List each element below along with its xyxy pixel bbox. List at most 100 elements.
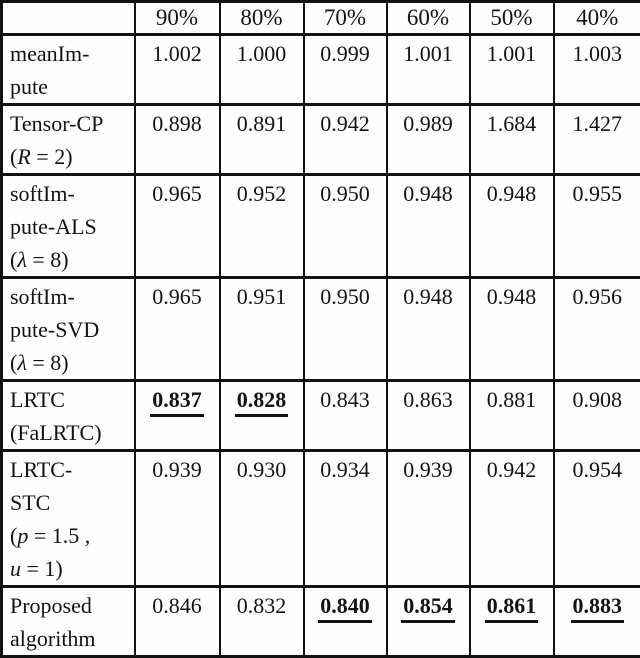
value-cell: 0.840 <box>304 587 387 657</box>
value: 0.965 <box>152 282 202 312</box>
value: 0.843 <box>320 385 370 415</box>
value: 0.950 <box>320 282 370 312</box>
row-label-line: softIm- <box>10 177 132 210</box>
column-header-50: 50% <box>470 2 554 35</box>
row-label-line: (λ = 8) <box>10 346 132 379</box>
value-cell: 0.863 <box>387 381 470 451</box>
value-cell: 0.951 <box>220 278 304 381</box>
value-cell: 0.952 <box>220 175 304 278</box>
header-row: 90% 80% 70% 60% 50% 40% <box>2 2 640 35</box>
value: 0.832 <box>237 591 287 621</box>
value: 0.898 <box>152 109 202 139</box>
value: 0.948 <box>487 282 537 312</box>
value: 0.854 <box>401 593 455 623</box>
row-label-line: Proposed <box>10 589 132 622</box>
table-row-tensor-cp: Tensor-CP (R = 2) 0.898 0.891 0.942 0.98… <box>2 105 640 175</box>
value: 0.942 <box>487 455 537 485</box>
value: 0.881 <box>487 385 537 415</box>
value-cell: 0.934 <box>304 451 387 587</box>
value-cell: 0.846 <box>135 587 220 657</box>
value-cell: 0.861 <box>470 587 554 657</box>
value: 0.942 <box>320 109 370 139</box>
value: 0.948 <box>403 179 453 209</box>
row-label-line: softIm- <box>10 280 132 313</box>
value-cell: 1.003 <box>554 35 640 105</box>
row-label-line: algorithm <box>10 622 132 655</box>
value-cell: 0.999 <box>304 35 387 105</box>
column-header-40: 40% <box>554 2 640 35</box>
row-label: Tensor-CP (R = 2) <box>2 105 135 175</box>
value-cell: 0.942 <box>304 105 387 175</box>
value-cell: 0.854 <box>387 587 470 657</box>
column-header-60: 60% <box>387 2 470 35</box>
value-cell: 0.950 <box>304 278 387 381</box>
value-cell: 0.883 <box>554 587 640 657</box>
value-cell: 1.002 <box>135 35 220 105</box>
value: 1.684 <box>487 109 537 139</box>
value-cell: 0.843 <box>304 381 387 451</box>
table-body: meanIm- pute 1.002 1.000 0.999 1.001 1.0… <box>2 35 640 657</box>
row-label: LRTC- STC (p = 1.5 , u = 1) <box>2 451 135 587</box>
column-header-70: 70% <box>304 2 387 35</box>
value: 0.948 <box>487 179 537 209</box>
value-cell: 0.832 <box>220 587 304 657</box>
value: 0.828 <box>235 387 289 417</box>
row-label-line: Tensor-CP <box>10 107 132 140</box>
value-cell: 0.942 <box>470 451 554 587</box>
value: 0.837 <box>150 387 204 417</box>
row-label-line: pute <box>10 70 132 103</box>
value-cell: 0.891 <box>220 105 304 175</box>
value: 1.427 <box>573 109 623 139</box>
value-cell: 0.955 <box>554 175 640 278</box>
value: 0.908 <box>573 385 623 415</box>
value-cell: 1.000 <box>220 35 304 105</box>
row-label: softIm- pute-ALS (λ = 8) <box>2 175 135 278</box>
value-cell: 0.930 <box>220 451 304 587</box>
value: 0.955 <box>573 179 623 209</box>
value-cell: 0.908 <box>554 381 640 451</box>
value: 0.939 <box>152 455 202 485</box>
table-header: 90% 80% 70% 60% 50% 40% <box>2 2 640 35</box>
table-row-meanimpute: meanIm- pute 1.002 1.000 0.999 1.001 1.0… <box>2 35 640 105</box>
corner-cell <box>2 2 135 35</box>
row-label-line: pute-ALS <box>10 210 132 243</box>
value-cell: 0.956 <box>554 278 640 381</box>
value: 0.956 <box>573 282 623 312</box>
row-label-line: LRTC- <box>10 453 132 486</box>
value-cell: 0.881 <box>470 381 554 451</box>
value: 0.939 <box>403 455 453 485</box>
value: 0.951 <box>237 282 287 312</box>
value: 1.001 <box>403 39 453 69</box>
row-label: softIm- pute-SVD (λ = 8) <box>2 278 135 381</box>
value: 0.965 <box>152 179 202 209</box>
column-header-90: 90% <box>135 2 220 35</box>
value-cell: 0.948 <box>387 175 470 278</box>
value: 0.846 <box>152 591 202 621</box>
value-cell: 0.948 <box>470 278 554 381</box>
value: 1.003 <box>573 39 623 69</box>
row-label: LRTC (FaLRTC) <box>2 381 135 451</box>
row-label-line: meanIm- <box>10 37 132 70</box>
table-row-softimpute-svd: softIm- pute-SVD (λ = 8) 0.965 0.951 0.9… <box>2 278 640 381</box>
value-cell: 0.828 <box>220 381 304 451</box>
column-header-80: 80% <box>220 2 304 35</box>
value: 0.999 <box>320 39 370 69</box>
value: 0.891 <box>237 109 287 139</box>
value: 0.948 <box>403 282 453 312</box>
table-row-proposed: Proposed algorithm 0.846 0.832 0.840 0.8… <box>2 587 640 657</box>
value: 0.930 <box>237 455 287 485</box>
value-cell: 0.939 <box>135 451 220 587</box>
value: 0.840 <box>318 593 372 623</box>
value-cell: 0.939 <box>387 451 470 587</box>
table-row-softimpute-als: softIm- pute-ALS (λ = 8) 0.965 0.952 0.9… <box>2 175 640 278</box>
value: 1.002 <box>152 39 202 69</box>
table-row-lrtc: LRTC (FaLRTC) 0.837 0.828 0.843 0.863 0.… <box>2 381 640 451</box>
row-label-line: u = 1) <box>10 552 132 585</box>
value-cell: 0.965 <box>135 175 220 278</box>
value-cell: 1.001 <box>470 35 554 105</box>
value: 1.001 <box>487 39 537 69</box>
row-label-line: (FaLRTC) <box>10 416 132 449</box>
value: 1.000 <box>237 39 287 69</box>
row-label-line: (λ = 8) <box>10 243 132 276</box>
